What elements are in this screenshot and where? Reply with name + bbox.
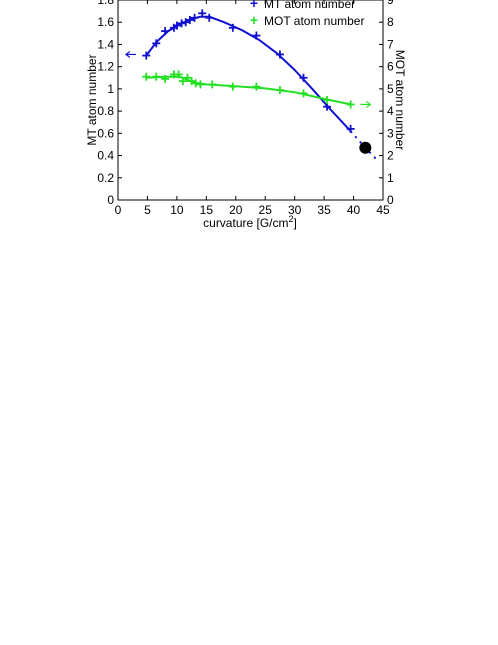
y-tick-label-right: 3 xyxy=(387,126,394,140)
y-tick-label-left: 0.6 xyxy=(97,126,114,140)
annotation-layer xyxy=(124,50,372,154)
left-axis-arrow xyxy=(124,50,136,58)
data-point-mot xyxy=(323,96,332,104)
data-point-mt xyxy=(252,31,261,40)
data-point-mt xyxy=(177,19,186,28)
data-point-mot xyxy=(161,74,170,83)
data-point-mt xyxy=(181,18,190,27)
series-mot xyxy=(142,70,355,109)
data-point-mot xyxy=(142,72,151,81)
y-tick-label-right: 1 xyxy=(387,171,394,185)
legend: + MT atom number + MOT atom number xyxy=(250,0,365,28)
fit-line-mt xyxy=(145,15,352,132)
y-axis-right: 0 1 2 3 4 5 6 7 8 9 xyxy=(379,0,394,207)
x-tick-label: 25 xyxy=(259,203,273,217)
fit-line-mot xyxy=(146,75,351,106)
x-tick-label: 15 xyxy=(200,203,214,217)
data-point-mot xyxy=(152,72,161,81)
legend-item-mt: + MT atom number xyxy=(250,0,355,11)
data-point-mt xyxy=(152,39,161,48)
data-point-mot xyxy=(228,82,237,91)
y-tick-label-left: 1 xyxy=(107,82,114,96)
plot-frame xyxy=(117,0,384,201)
data-point-mt xyxy=(190,13,199,22)
y-tick-label-right: 5 xyxy=(387,82,394,96)
data-point-mt xyxy=(299,73,308,82)
y-tick-label-right: 2 xyxy=(387,149,394,163)
y-tick-label-right: 0 xyxy=(387,193,394,207)
data-point-mot xyxy=(187,77,196,86)
data-point-mt xyxy=(228,23,237,32)
x-axis-title: curvature [G/cm2] xyxy=(203,214,297,230)
x-tick-label: 40 xyxy=(347,203,361,217)
legend-label-mot: MOT atom number xyxy=(264,14,364,28)
y-tick-label-left: 1.2 xyxy=(97,60,114,74)
data-point-mt xyxy=(205,13,214,22)
data-point-mot xyxy=(208,80,217,89)
data-point-mt xyxy=(172,21,181,30)
y-tick-label-right: 9 xyxy=(387,0,394,7)
highlight-marker xyxy=(359,141,372,154)
y-tick-label-left: 0.4 xyxy=(97,149,114,163)
y-tick-label-right: 6 xyxy=(387,60,394,74)
y-tick-label-left: 0.8 xyxy=(97,104,114,118)
x-tick-label: 30 xyxy=(288,203,302,217)
data-point-mot xyxy=(275,86,284,94)
right-axis-arrow xyxy=(360,100,372,108)
series-layer xyxy=(142,9,378,161)
y-tick-label-left: 1.4 xyxy=(97,37,114,51)
y-tick-label-left: 0 xyxy=(107,193,114,207)
x-tick-label: 35 xyxy=(317,203,331,217)
y-axis-title-right: MOT atom number xyxy=(393,50,407,150)
data-point-mt xyxy=(185,16,194,24)
data-point-mt xyxy=(346,124,355,133)
x-tick-label: 20 xyxy=(229,203,243,217)
data-point-mt xyxy=(142,51,151,60)
data-point-mot xyxy=(196,80,205,89)
x-tick-label: 5 xyxy=(144,203,151,217)
data-point-mot xyxy=(346,100,355,109)
legend-label-mt: MT atom number xyxy=(264,0,355,11)
data-point-mot xyxy=(174,70,183,79)
data-point-mt xyxy=(198,9,207,18)
x-tick-label: 0 xyxy=(115,203,122,217)
x-tick-label: 10 xyxy=(170,203,184,217)
legend-marker-mt: + xyxy=(250,0,258,11)
data-point-mot xyxy=(252,82,261,91)
data-point-mt xyxy=(275,50,284,59)
data-point-mot xyxy=(299,89,308,98)
data-point-mt xyxy=(161,27,170,36)
data-point-mot xyxy=(178,77,187,86)
data-point-mot xyxy=(183,73,192,82)
x-axis-title-superscript: 2 xyxy=(289,214,294,224)
data-point-mot xyxy=(191,79,200,88)
y-tick-label-right: 7 xyxy=(387,37,394,51)
y-tick-label-left: 1.8 xyxy=(97,0,114,7)
y-tick-label-left: 0.2 xyxy=(97,171,114,185)
y-axis-title-left: MT atom number xyxy=(85,54,99,145)
series-mt xyxy=(142,9,378,161)
x-tick-label: 45 xyxy=(376,203,390,217)
legend-marker-mot: + xyxy=(250,12,258,28)
y-tick-label-right: 4 xyxy=(387,104,394,118)
x-axis: 0 5 10 15 20 25 30 35 40 45 xyxy=(115,0,390,217)
plot-area: 0 5 10 15 20 25 30 35 40 45 00.20.40.60.811.21.41… xyxy=(97,0,394,217)
y-tick-label-right: 8 xyxy=(387,15,394,29)
y-tick-label-left: 1.6 xyxy=(97,15,114,29)
legend-item-mot: + MOT atom number xyxy=(250,12,365,28)
y-axis-left: 0 0.2 0.4 0.6 0.8 1 1.2 1.4 1.6 1.8 xyxy=(97,0,122,207)
